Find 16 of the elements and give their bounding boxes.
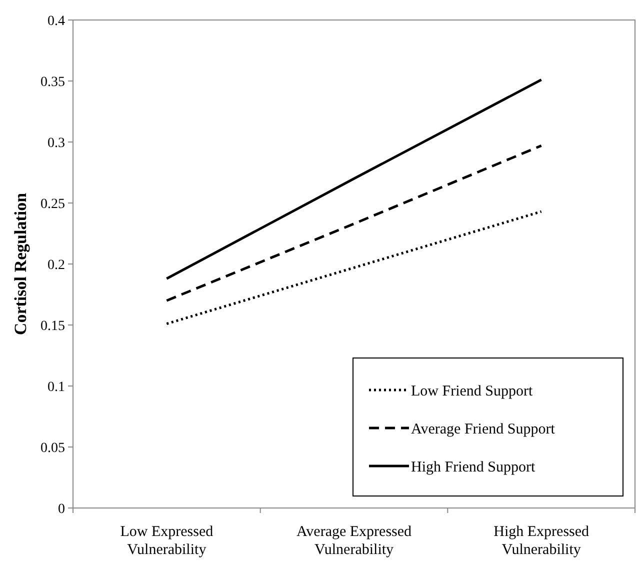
y-tick-label: 0.4 bbox=[48, 14, 65, 29]
x-tick-label: High Expressed Vulnerability bbox=[494, 524, 590, 558]
x-tick-label: Average Expressed Vulnerability bbox=[296, 524, 412, 558]
legend-label: Average Friend Support bbox=[411, 421, 556, 438]
y-tick-label: 0.25 bbox=[40, 196, 65, 212]
y-tick-label: 0.05 bbox=[40, 440, 65, 456]
y-tick-label: 0.35 bbox=[40, 74, 65, 90]
y-tick-label: 0.2 bbox=[48, 258, 65, 273]
x-tick-label: Low Expressed Vulnerability bbox=[120, 524, 214, 558]
y-tick-label: 0.1 bbox=[48, 380, 65, 395]
y-tick-label: 0 bbox=[58, 502, 65, 517]
legend-label: High Friend Support bbox=[411, 459, 536, 476]
y-tick-label: 0.15 bbox=[40, 318, 65, 334]
legend-label: Low Friend Support bbox=[411, 383, 534, 400]
y-axis-title: Cortisol Regulation bbox=[11, 192, 30, 336]
y-tick-label: 0.3 bbox=[48, 136, 65, 151]
